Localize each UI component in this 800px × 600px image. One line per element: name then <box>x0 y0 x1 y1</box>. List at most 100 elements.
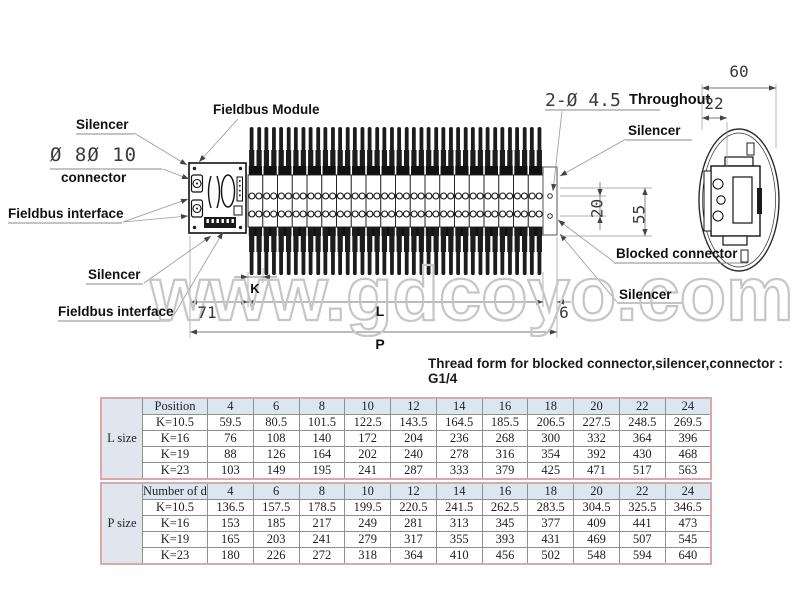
value-cell: 346.5 <box>664 499 712 516</box>
row-header: K=10.5 <box>142 414 208 431</box>
value-cell: 103 <box>207 462 254 480</box>
column-header: 18 <box>527 397 575 415</box>
column-header: 10 <box>344 397 392 415</box>
value-cell: 456 <box>481 547 529 565</box>
valve-station <box>409 127 426 275</box>
value-cell: 269.5 <box>664 414 712 431</box>
column-header: 20 <box>573 397 620 415</box>
dim-6: 6 <box>559 303 569 322</box>
table-row: K=16 76 108 140 172 204 236 268 300 332 364 396 <box>101 430 712 447</box>
through-hole-top <box>547 193 553 199</box>
value-cell: 393 <box>481 531 529 548</box>
value-cell: 471 <box>573 462 620 480</box>
value-cell: 364 <box>618 430 666 447</box>
valve-station <box>277 127 293 275</box>
value-cell: 136.5 <box>207 499 254 516</box>
dim-P: P <box>375 336 385 352</box>
value-cell: 287 <box>390 462 437 480</box>
valve-station <box>247 127 264 275</box>
value-cell: 180 <box>207 547 254 565</box>
value-cell: 469 <box>573 531 620 548</box>
label-fieldbus-interface-top: Fieldbus interface <box>8 206 124 221</box>
label-silencer-right-bottom: Silencer <box>619 287 672 302</box>
size-label: P size <box>100 482 143 565</box>
column-header: 24 <box>664 397 712 415</box>
value-cell: 153 <box>207 515 254 532</box>
watermark: www.gdcoyo.com <box>149 252 793 337</box>
value-cell: 204 <box>390 430 437 447</box>
value-cell: 178.5 <box>298 499 346 516</box>
value-cell: 241 <box>298 531 346 548</box>
valve-station <box>306 127 323 275</box>
value-cell: 410 <box>435 547 483 565</box>
column-header: 6 <box>252 482 300 500</box>
valve-station <box>336 127 352 275</box>
size-label: L size <box>100 397 143 480</box>
dim-K: K <box>250 281 260 296</box>
m10-connector-icon <box>190 199 204 218</box>
value-cell: 217 <box>298 515 346 532</box>
column-header: 16 <box>481 482 529 500</box>
dim-22: 22 <box>704 94 724 113</box>
value-cell: 220.5 <box>390 499 437 516</box>
value-cell: 333 <box>435 462 483 480</box>
value-cell: 278 <box>435 446 483 463</box>
value-cell: 430 <box>618 446 666 463</box>
value-cell: 409 <box>573 515 620 532</box>
table-row: K=19 165 203 241 279 317 355 393 431 469 507 545 <box>101 531 712 548</box>
value-cell: 241.5 <box>435 499 483 516</box>
value-cell: 325.5 <box>618 499 666 516</box>
value-cell: 318 <box>344 547 392 565</box>
value-cell: 172 <box>344 430 392 447</box>
column-header: 8 <box>298 397 346 415</box>
value-cell: 226 <box>252 547 300 565</box>
column-header: 10 <box>344 482 392 500</box>
valve-station <box>395 127 411 275</box>
thread-form-note: Thread form for blocked connector,silenc… <box>428 356 783 386</box>
value-cell: 185.5 <box>481 414 529 431</box>
valve-array <box>247 127 544 275</box>
column-header: 12 <box>390 397 437 415</box>
valve-station <box>262 127 278 275</box>
column-header: 12 <box>390 482 437 500</box>
value-cell: 157.5 <box>252 499 300 516</box>
label-connector-diameters: Ø 8Ø 10 <box>50 144 138 166</box>
valve-station <box>513 127 529 275</box>
l-size-table: L size Position 4 6 8 10 12 14 16 18 20 22 24 K=10.5 5… <box>100 397 712 480</box>
valve-station <box>424 127 441 275</box>
value-cell: 240 <box>390 446 437 463</box>
label-silencer-bottom-left: Silencer <box>88 267 141 282</box>
value-cell: 241 <box>344 462 392 480</box>
value-cell: 317 <box>390 531 437 548</box>
value-cell: 195 <box>298 462 346 480</box>
valve-station <box>321 127 337 275</box>
table-row: K=10.5 136.5 157.5 178.5 199.5 220.5 241.5 262.… <box>101 499 712 516</box>
label-fieldbus-interface-bottom: Fieldbus interface <box>58 304 174 319</box>
value-cell: 354 <box>527 446 575 463</box>
dim-L: L <box>375 303 385 319</box>
value-cell: 316 <box>481 446 529 463</box>
row-header: K=16 <box>142 430 208 447</box>
value-cell: 332 <box>573 430 620 447</box>
value-cell: 185 <box>252 515 300 532</box>
valve-station <box>291 127 308 275</box>
value-cell: 594 <box>618 547 666 565</box>
valve-station <box>365 127 382 275</box>
value-cell: 248.5 <box>618 414 666 431</box>
table-row: K=23 180 226 272 318 364 410 456 502 548 594 640 <box>101 547 712 565</box>
column-header: 14 <box>435 482 483 500</box>
value-cell: 507 <box>618 531 666 548</box>
value-cell: 126 <box>252 446 300 463</box>
column-header: 14 <box>435 397 483 415</box>
valve-station <box>527 127 544 275</box>
label-silencer-right-top: Silencer <box>628 123 681 138</box>
label-throughout: Throughout <box>629 92 711 108</box>
value-cell: 377 <box>527 515 575 532</box>
label-fieldbus-module: Fieldbus Module <box>213 102 320 117</box>
value-cell: 122.5 <box>344 414 392 431</box>
value-cell: 300 <box>527 430 575 447</box>
column-header: 20 <box>573 482 620 500</box>
column-header: 4 <box>207 482 254 500</box>
value-cell: 268 <box>481 430 529 447</box>
